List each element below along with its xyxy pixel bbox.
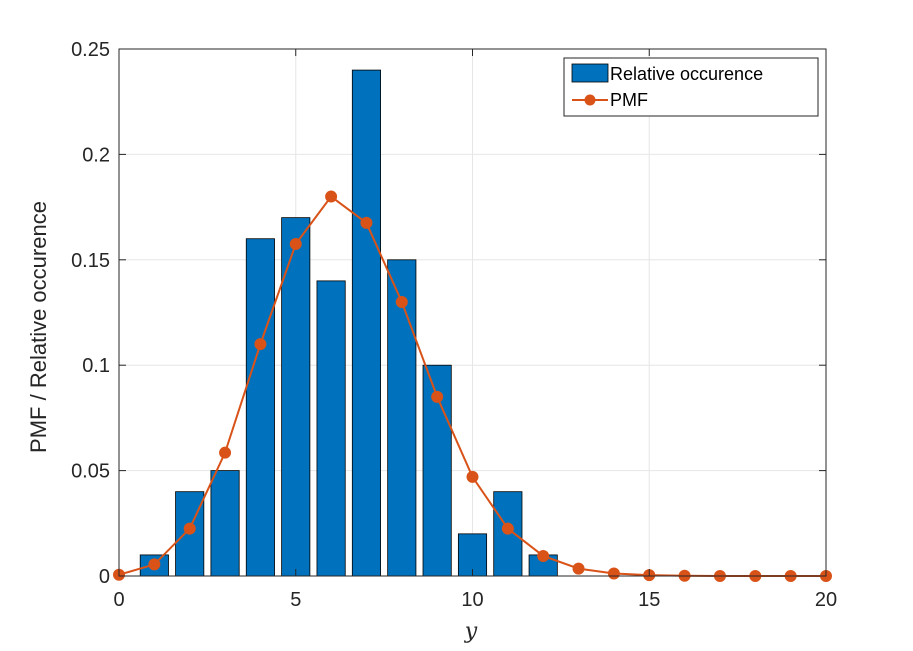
bar xyxy=(351,69,381,577)
y-tick-label: 0 xyxy=(99,566,110,588)
y-tick-label: 0.25 xyxy=(71,39,110,61)
pmf-point xyxy=(537,549,550,562)
y-tick-label: 0.2 xyxy=(82,144,110,166)
pmf-point xyxy=(431,390,444,403)
x-tick-label: 20 xyxy=(815,589,837,611)
x-tick-label: 5 xyxy=(290,589,301,611)
pmf-point xyxy=(501,522,514,535)
y-tick-label: 0.1 xyxy=(82,355,110,377)
pmf-point xyxy=(395,295,408,308)
bar xyxy=(457,533,488,577)
pmf-point xyxy=(572,562,585,575)
bar xyxy=(387,259,417,577)
y-axis-label: PMF / Relative occurence xyxy=(26,201,51,453)
tick-labels: 0 5 10 15 20 0 0.05 0.1 0.15 0.2 0.25 xyxy=(71,39,837,611)
pmf-point xyxy=(466,470,479,483)
x-axis-label: y xyxy=(464,619,478,644)
bar xyxy=(210,470,240,577)
x-tick-label: 0 xyxy=(113,589,124,611)
x-tick-label: 15 xyxy=(638,589,660,611)
pmf-point xyxy=(289,237,302,250)
legend-label-pmf: PMF xyxy=(610,90,648,110)
bar-series xyxy=(139,69,558,577)
axes xyxy=(118,48,827,577)
y-tick-label: 0.05 xyxy=(71,461,110,483)
pmf-point xyxy=(183,522,196,535)
pmf-point xyxy=(148,558,161,571)
legend: Relative occurence PMF xyxy=(563,57,819,117)
pmf-point xyxy=(219,446,232,459)
x-tick-label: 10 xyxy=(461,589,483,611)
legend-swatch-marker xyxy=(584,94,596,106)
legend-label-relative-occurence: Relative occurence xyxy=(610,64,763,84)
bar xyxy=(245,238,275,577)
legend-swatch-bar xyxy=(571,63,609,83)
bar xyxy=(281,217,311,577)
pmf-point xyxy=(254,338,267,351)
bar xyxy=(316,280,346,577)
pmf-point xyxy=(607,567,620,580)
pmf-point xyxy=(325,190,338,203)
pmf-point xyxy=(360,216,373,229)
y-tick-label: 0.15 xyxy=(71,250,110,272)
